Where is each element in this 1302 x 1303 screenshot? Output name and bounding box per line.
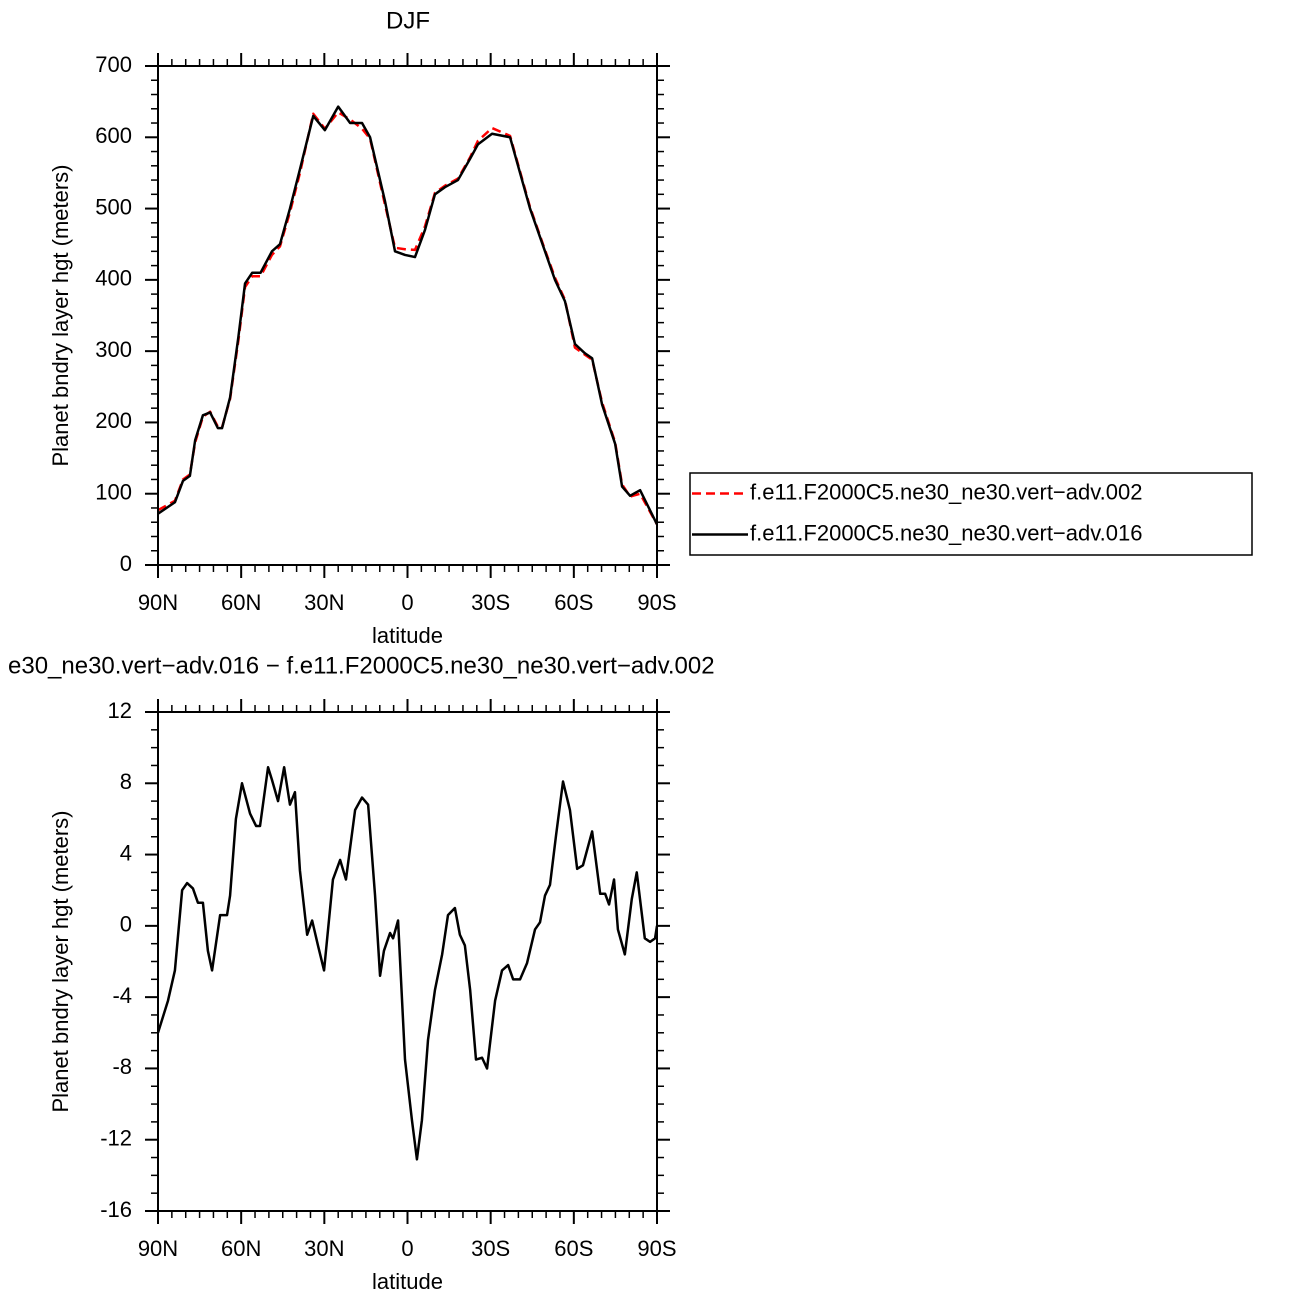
y-tick-label: 0 xyxy=(120,912,132,937)
plot-frame xyxy=(157,65,658,566)
y-tick-label: 200 xyxy=(95,408,132,433)
x-tick-label: 90N xyxy=(138,1236,178,1261)
x-tick-label: 90S xyxy=(637,590,676,615)
x-tick-label: 60S xyxy=(554,590,593,615)
x-tick-label: 0 xyxy=(401,1236,413,1261)
plot-frame xyxy=(157,711,658,1212)
y-tick-label: 500 xyxy=(95,194,132,219)
x-tick-label: 60N xyxy=(221,590,261,615)
y-tick-label: 0 xyxy=(120,551,132,576)
y-tick-label: -16 xyxy=(100,1197,132,1222)
legend-box xyxy=(689,472,1253,556)
y-tick-label: 300 xyxy=(95,337,132,362)
chart-title: DJF xyxy=(386,7,430,34)
x-tick-label: 30S xyxy=(471,590,510,615)
y-tick-label: 600 xyxy=(95,123,132,148)
y-tick-label: -12 xyxy=(100,1126,132,1151)
x-tick-label: 30N xyxy=(304,1236,344,1261)
y-tick-label: -4 xyxy=(112,983,132,1008)
x-tick-label: 30S xyxy=(471,1236,510,1261)
y-tick-label: 100 xyxy=(95,480,132,505)
x-tick-label: 90S xyxy=(637,1236,676,1261)
legend-label: f.e11.F2000C5.ne30_ne30.vert−adv.002 xyxy=(750,479,1142,504)
y-tick-label: -8 xyxy=(112,1054,132,1079)
x-tick-label: 0 xyxy=(401,590,413,615)
x-axis-label: latitude xyxy=(372,1269,443,1294)
series-line xyxy=(157,105,659,525)
y-tick-label: 4 xyxy=(120,840,132,865)
y-tick-label: 400 xyxy=(95,266,132,291)
y-tick-label: 700 xyxy=(95,52,132,77)
x-tick-label: 30N xyxy=(304,590,344,615)
chart-title: e30_ne30.vert−adv.016 − f.e11.F2000C5.ne… xyxy=(8,652,715,679)
x-tick-label: 60S xyxy=(554,1236,593,1261)
y-tick-label: 12 xyxy=(108,698,132,723)
y-axis-label: Planet bndry layer hgt (meters) xyxy=(48,164,73,466)
x-tick-label: 90N xyxy=(138,590,178,615)
x-tick-label: 60N xyxy=(221,1236,261,1261)
legend-label: f.e11.F2000C5.ne30_ne30.vert−adv.016 xyxy=(750,520,1142,545)
y-axis-label: Planet bndry layer hgt (meters) xyxy=(48,810,73,1112)
x-axis-label: latitude xyxy=(372,623,443,648)
series-line xyxy=(156,766,659,1161)
series-line xyxy=(157,111,659,525)
y-tick-label: 8 xyxy=(120,769,132,794)
